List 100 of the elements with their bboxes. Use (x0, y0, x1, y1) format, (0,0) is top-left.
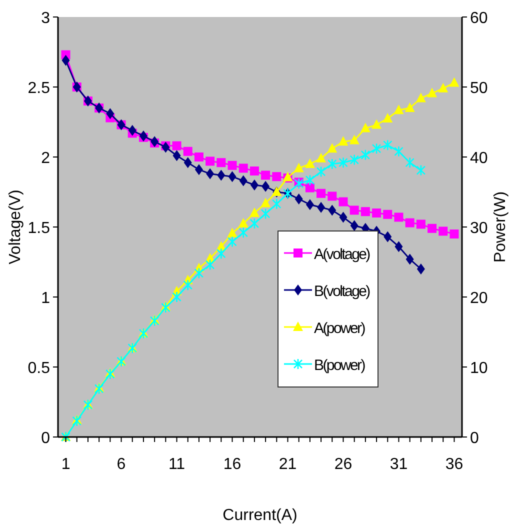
x-tick-label: 21 (278, 456, 297, 473)
point (360, 122, 370, 132)
y2-axis-title: Power(W) (492, 191, 509, 263)
point (338, 156, 348, 168)
point (350, 154, 359, 166)
x-tick-label: 1 (61, 456, 70, 473)
point (250, 218, 260, 230)
point (106, 108, 114, 120)
point (416, 220, 426, 229)
point (262, 180, 270, 192)
point (194, 152, 204, 162)
point (438, 82, 448, 92)
legend-label: A(power) (314, 320, 366, 337)
point (327, 143, 338, 153)
y2-tick-label: 40 (470, 150, 488, 167)
y-axis-title: Voltage(V) (7, 190, 24, 264)
x-tick-label: 16 (223, 456, 242, 473)
x-axis-title: Current(A) (222, 507, 298, 524)
point (405, 156, 414, 168)
point (394, 212, 404, 222)
point (328, 192, 337, 201)
point (305, 174, 315, 186)
point (382, 113, 393, 122)
point (294, 162, 304, 172)
x-tick-label: 6 (116, 456, 126, 473)
y2-tick-label: 0 (470, 430, 479, 447)
point (172, 150, 181, 162)
point (238, 164, 248, 173)
point (261, 170, 270, 180)
x-tick-label: 36 (445, 456, 464, 473)
point (128, 124, 136, 136)
y2-tick-label: 50 (470, 80, 488, 97)
legend-label: B(power) (314, 357, 366, 374)
point (328, 204, 336, 216)
y-tick-label: 0 (41, 430, 50, 447)
legend-label: B(voltage) (314, 283, 371, 300)
point (228, 236, 237, 248)
point (150, 136, 159, 148)
point (216, 158, 226, 168)
y2-tick-label: 10 (470, 360, 488, 377)
point (194, 268, 204, 279)
point (260, 198, 271, 208)
point (194, 164, 203, 176)
point (250, 166, 259, 176)
y-tick-label: 0.5 (28, 360, 50, 377)
point (162, 142, 170, 153)
point (205, 259, 215, 270)
x-tick-label: 26 (334, 456, 352, 473)
point (260, 208, 270, 220)
y-tick-label: 3 (41, 10, 50, 27)
point (250, 180, 258, 190)
point (238, 218, 248, 228)
point (360, 149, 370, 161)
point (450, 230, 459, 238)
point (427, 88, 438, 98)
point (227, 228, 238, 238)
point (272, 198, 282, 210)
point (249, 208, 260, 217)
point (228, 160, 237, 170)
y-tick-label: 2 (41, 150, 50, 167)
point (372, 119, 382, 129)
point (360, 207, 370, 216)
point (72, 415, 82, 427)
point (316, 166, 326, 178)
point (305, 183, 314, 192)
point (62, 54, 70, 66)
point (339, 212, 348, 223)
legend-label: A(voltage) (314, 246, 371, 263)
point (327, 158, 337, 170)
y-tick-label: 2.5 (28, 80, 50, 97)
point (238, 226, 248, 238)
point (394, 241, 403, 252)
y-tick-label: 1.5 (28, 220, 50, 237)
point (172, 141, 182, 150)
point (294, 194, 303, 204)
point (306, 199, 314, 210)
point (161, 302, 170, 314)
x-tick-label: 31 (390, 456, 408, 473)
point (394, 146, 404, 158)
point (184, 157, 192, 168)
y2-tick-label: 30 (470, 220, 488, 237)
point (294, 178, 304, 190)
point (206, 156, 215, 166)
point (372, 142, 382, 154)
point (106, 368, 115, 380)
point (316, 152, 326, 162)
point (216, 248, 226, 260)
point (428, 224, 437, 233)
point (406, 254, 414, 265)
point (350, 220, 358, 232)
point (338, 136, 348, 146)
point (382, 139, 392, 151)
point (372, 208, 382, 218)
point (317, 202, 326, 213)
point (449, 77, 460, 87)
point (404, 102, 415, 112)
point (383, 210, 392, 219)
point (304, 158, 315, 168)
point (217, 170, 226, 181)
point (338, 197, 348, 206)
